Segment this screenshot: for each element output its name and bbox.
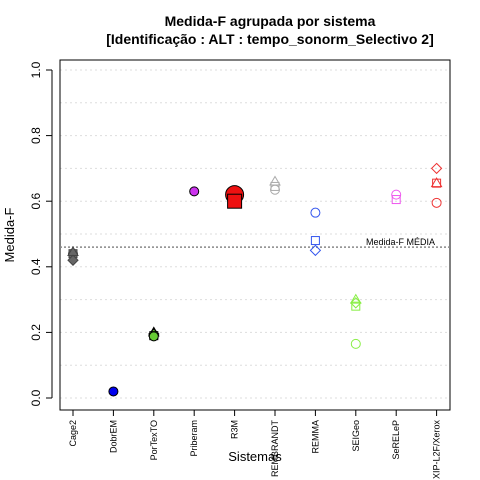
x-tick-label: SEIGeo	[351, 420, 361, 452]
point-diamond	[309, 244, 322, 257]
point-circle	[270, 184, 280, 195]
x-tick-label: REMBRANDT	[270, 420, 280, 478]
point-square	[351, 301, 361, 311]
point-diamond	[67, 254, 79, 266]
x-tick-label: REMMA	[310, 420, 320, 454]
y-axis: 0.0 0.2 0.4 0.6 0.8 1.0	[29, 61, 53, 406]
point-square	[391, 195, 401, 205]
y-tick-label: 0.2	[29, 324, 43, 341]
mean-line-label: Medida-F MÉDIA	[366, 237, 435, 247]
chart-title-line2: [Identificação : ALT : tempo_sonorm_Sele…	[106, 31, 434, 47]
point-diamond	[350, 297, 362, 309]
point-square	[310, 236, 320, 246]
point-triangle	[349, 293, 362, 304]
plot-frame	[59, 59, 451, 411]
x-axis-label: Sistemas	[228, 449, 282, 464]
x-tick-label: R3M	[230, 420, 240, 439]
y-tick-label: 1.0	[29, 61, 43, 78]
point-circle	[391, 189, 402, 200]
point-circle	[148, 331, 159, 342]
gridlines	[60, 69, 450, 399]
point-circle	[431, 197, 442, 208]
x-tick-label: SeRELeP	[391, 420, 401, 460]
point-triangle	[430, 177, 443, 188]
x-tick-label: DobrEM	[108, 420, 118, 453]
y-axis-label: Medida-F	[2, 207, 17, 262]
point-circle	[310, 207, 321, 218]
x-tick-label: XIP-L2F/Xerox	[432, 420, 442, 480]
point-circle	[189, 186, 200, 197]
x-axis: Cage2 DobrEM PorTexTO Priberam R3M REMBRANDT R…	[68, 409, 442, 480]
x-tick-label: Cage2	[68, 420, 78, 447]
x-tick-label: Priberam	[189, 420, 199, 457]
point-square	[270, 181, 280, 191]
point-diamond	[430, 162, 443, 175]
y-tick-label: 0.4	[29, 258, 43, 275]
point-circle	[350, 338, 361, 349]
chart-title-line1: Medida-F agrupada por sistema	[165, 13, 376, 29]
y-tick-label: 0.8	[29, 127, 43, 144]
data-points	[67, 162, 443, 397]
point-circle	[108, 386, 119, 397]
y-tick-label: 0.0	[29, 389, 43, 406]
y-tick-label: 0.6	[29, 193, 43, 210]
x-tick-label: PorTexTO	[149, 420, 159, 460]
point-square	[227, 193, 243, 209]
